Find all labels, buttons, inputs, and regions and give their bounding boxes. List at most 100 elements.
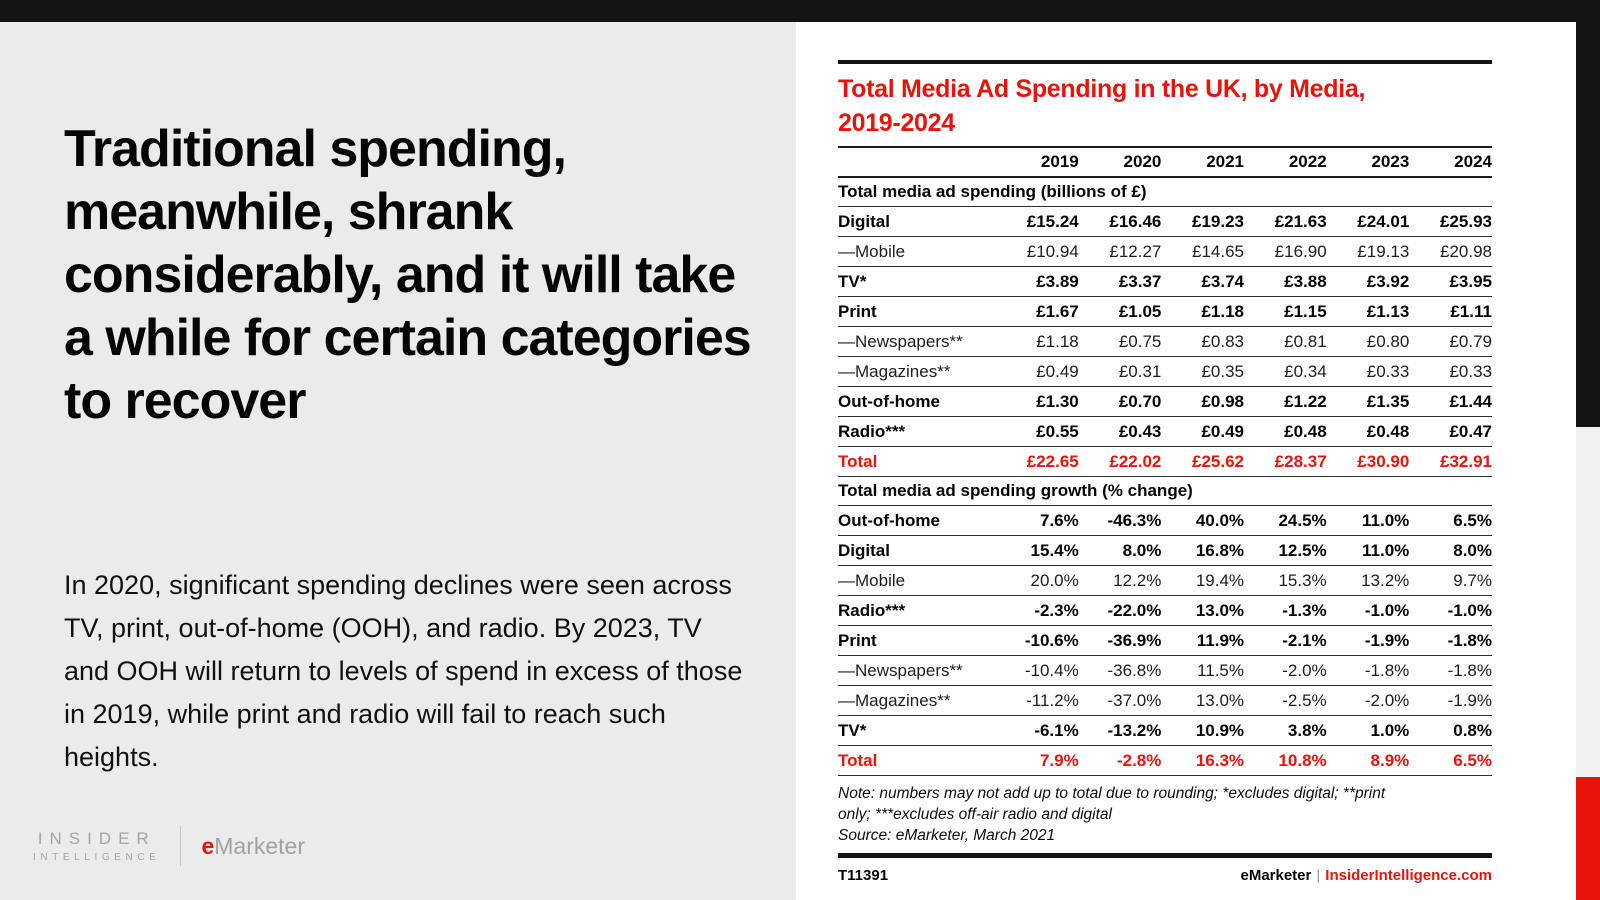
cell-value: -46.3% xyxy=(1107,510,1162,530)
cell-value: -36.9% xyxy=(1107,630,1162,650)
cell-value: -1.3% xyxy=(1282,600,1327,620)
cell-value: 3.8% xyxy=(1287,720,1327,740)
cell-value: 7.9% xyxy=(1039,750,1079,770)
body-paragraph: In 2020, significant spending declines w… xyxy=(64,570,743,772)
insider-logo-text: INSIDER xyxy=(37,829,156,848)
cell-value: 11.0% xyxy=(1362,510,1410,530)
cell-value: 19.4% xyxy=(1195,570,1245,590)
table-row: —Magazines** -11.2% -37.0% 13.0% -2.5% -2.0% -… xyxy=(838,686,1492,716)
cell-value: -1.0% xyxy=(1447,600,1492,620)
row-label: Print xyxy=(838,630,877,650)
emarketer-logo-e: e xyxy=(201,832,215,859)
intelligence-logo-text: INTELLIGENCE xyxy=(33,852,161,863)
cell-value: £0.48 xyxy=(1284,421,1327,441)
edge-strip-gray xyxy=(1576,427,1600,777)
table-row: Digital 15.4% 8.0% 16.8% 12.5% 11.0% 8.0% xyxy=(838,536,1492,566)
row-label: Out-of-home xyxy=(838,391,940,411)
cell-value: -1.0% xyxy=(1364,600,1410,620)
note-line1: Note: numbers may not add up to total du… xyxy=(838,785,1386,802)
cell-value: 12.2% xyxy=(1113,570,1162,590)
top-accent-bar xyxy=(0,0,1600,22)
empty-header-cell xyxy=(838,147,996,177)
cell-value: £0.75 xyxy=(1118,331,1162,351)
cell-value: £16.46 xyxy=(1109,211,1162,231)
cell-value: 11.5% xyxy=(1197,660,1245,680)
cell-value: 6.5% xyxy=(1453,750,1492,770)
cell-value: -1.8% xyxy=(1447,630,1492,650)
row-label: Total xyxy=(838,750,878,770)
cell-value: £28.37 xyxy=(1274,451,1327,471)
cell-value: £0.83 xyxy=(1201,331,1245,351)
cell-value: -1.8% xyxy=(1364,660,1410,680)
cell-value: £22.65 xyxy=(1026,451,1079,471)
edge-strip-black xyxy=(1576,22,1600,427)
edge-strip-red xyxy=(1576,777,1600,900)
cell-value: £0.81 xyxy=(1284,331,1327,351)
year-header-row: 2019 2020 2021 2022 2023 2024 xyxy=(838,147,1492,177)
cell-value: 0.8% xyxy=(1453,720,1492,740)
section-header: Total media ad spending growth (% change… xyxy=(838,481,1193,500)
row-label: Print xyxy=(838,301,877,321)
year-header: 2022 xyxy=(1288,152,1327,171)
cell-value: £0.34 xyxy=(1284,361,1327,381)
cell-value: £15.24 xyxy=(1026,211,1079,231)
row-label: Digital xyxy=(838,211,890,231)
row-label: Radio*** xyxy=(838,421,906,441)
row-label: Digital xyxy=(838,540,890,560)
cell-value: 40.0% xyxy=(1195,510,1245,530)
row-label: TV* xyxy=(838,271,867,291)
table-row: Out-of-home 7.6% -46.3% 40.0% 24.5% 11.0% 6.5% xyxy=(838,506,1492,536)
cell-value: -2.5% xyxy=(1282,690,1327,710)
table-row: Print £1.67 £1.05 £1.18 £1.15 £1.13 £1.11 xyxy=(838,297,1492,327)
cell-value: £24.01 xyxy=(1357,211,1410,231)
table-bottom-rule xyxy=(838,853,1492,858)
cell-value: 13.0% xyxy=(1195,600,1245,620)
cell-value: £20.98 xyxy=(1440,241,1492,261)
year-header: 2023 xyxy=(1371,152,1410,171)
cell-value: -2.8% xyxy=(1116,750,1162,770)
cell-value: 16.8% xyxy=(1195,540,1245,560)
footer-site-link[interactable]: InsiderIntelligence.com xyxy=(1325,867,1492,884)
table-title-line1: Total Media Ad Spending in the UK, by Me… xyxy=(838,75,1366,103)
cell-value: £1.18 xyxy=(1036,331,1079,351)
table-row: —Mobile £10.94 £12.27 £14.65 £16.90 £19.13 £20… xyxy=(838,237,1492,267)
cell-value: -2.3% xyxy=(1034,600,1079,620)
cell-value: 15.3% xyxy=(1278,570,1327,590)
cell-value: £25.93 xyxy=(1440,211,1492,231)
row-label: —Magazines** xyxy=(838,690,951,710)
table-row: —Magazines** £0.49 £0.31 £0.35 £0.34 £0.33 £0.… xyxy=(838,357,1492,387)
table-row: Print -10.6% -36.9% 11.9% -2.1% -1.9% -1.8% xyxy=(838,626,1492,656)
cell-value: £1.67 xyxy=(1036,301,1079,321)
cell-value: £0.47 xyxy=(1449,421,1492,441)
table-title: Total Media Ad Spending in the UK, by Me… xyxy=(838,72,1492,140)
cell-value: £0.33 xyxy=(1366,361,1410,381)
cell-value: £0.35 xyxy=(1201,361,1245,381)
table-row: TV* £3.89 £3.37 £3.74 £3.88 £3.92 £3.95 xyxy=(838,267,1492,297)
cell-value: £1.22 xyxy=(1284,391,1327,411)
row-label: —Newspapers** xyxy=(838,660,963,680)
cell-value: 11.9% xyxy=(1196,630,1245,650)
table-source: Source: eMarketer, March 2021 xyxy=(838,827,1056,844)
row-label: —Mobile xyxy=(838,241,906,261)
cell-value: £1.18 xyxy=(1201,301,1245,321)
cell-value: £1.35 xyxy=(1366,391,1410,411)
cell-value: 1.0% xyxy=(1370,720,1410,740)
row-label: —Newspapers** xyxy=(838,331,963,351)
cell-value: £19.23 xyxy=(1192,211,1245,231)
cell-value: £16.90 xyxy=(1274,241,1327,261)
table-row: —Newspapers** £1.18 £0.75 £0.83 £0.81 £0.80 £0… xyxy=(838,327,1492,357)
cell-value: £0.70 xyxy=(1118,391,1162,411)
cell-value: £0.49 xyxy=(1036,361,1079,381)
logo-divider xyxy=(180,826,182,866)
table-footer: T11391 eMarketer | InsiderIntelligence.com xyxy=(838,867,1492,884)
cell-value: £0.49 xyxy=(1201,421,1245,441)
right-edge-strip xyxy=(1576,22,1600,900)
cell-value: £1.11 xyxy=(1450,301,1492,321)
cell-value: 8.0% xyxy=(1453,540,1492,560)
emarketer-logo: eMarketer xyxy=(201,833,305,860)
cell-value: £12.27 xyxy=(1109,241,1162,261)
cell-value: £0.31 xyxy=(1118,361,1162,381)
cell-value: 10.9% xyxy=(1195,720,1245,740)
left-panel: Traditional spending, meanwhile, shrank … xyxy=(0,22,796,900)
cell-value: £0.55 xyxy=(1036,421,1079,441)
